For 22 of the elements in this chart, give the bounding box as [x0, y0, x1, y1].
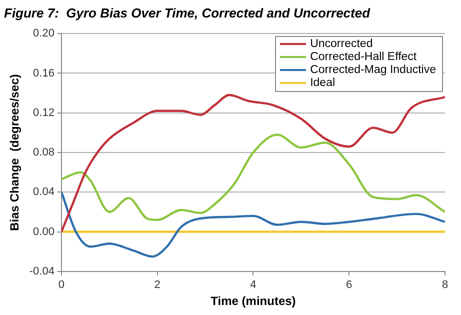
- legend-label: Ideal: [310, 76, 336, 90]
- legend-label: Corrected-Hall Effect: [310, 50, 417, 64]
- y-axis-title: Bias Change (degrees/sec): [8, 74, 22, 231]
- line-series: [61, 191, 445, 258]
- y-tick-label: 0.16: [33, 67, 54, 80]
- x-axis-title: Time (minutes): [210, 294, 296, 308]
- legend-label: Uncorrected: [310, 38, 373, 51]
- x-tick-label: 0: [58, 279, 65, 292]
- x-tick-label: 6: [346, 279, 352, 292]
- chart-title: Figure 7: Gyro Bias Over Time, Corrected and Uncorrected: [4, 5, 372, 20]
- x-tick-label: 2: [154, 279, 160, 292]
- y-tick-label: 0.00: [33, 226, 54, 238]
- legend-label: Corrected-Mag Inductive: [310, 64, 436, 77]
- y-tick-label: 0.20: [33, 28, 54, 40]
- line-series: [61, 94, 445, 233]
- y-tick-label: -0.04: [29, 265, 54, 278]
- y-tick-label: 0.12: [33, 106, 54, 119]
- y-tick-label: 0.08: [33, 146, 54, 159]
- y-tick-label: 0.04: [33, 186, 54, 198]
- x-tick-label: 4: [250, 279, 256, 292]
- line-series: [61, 134, 445, 221]
- x-tick-label: 8: [442, 279, 448, 292]
